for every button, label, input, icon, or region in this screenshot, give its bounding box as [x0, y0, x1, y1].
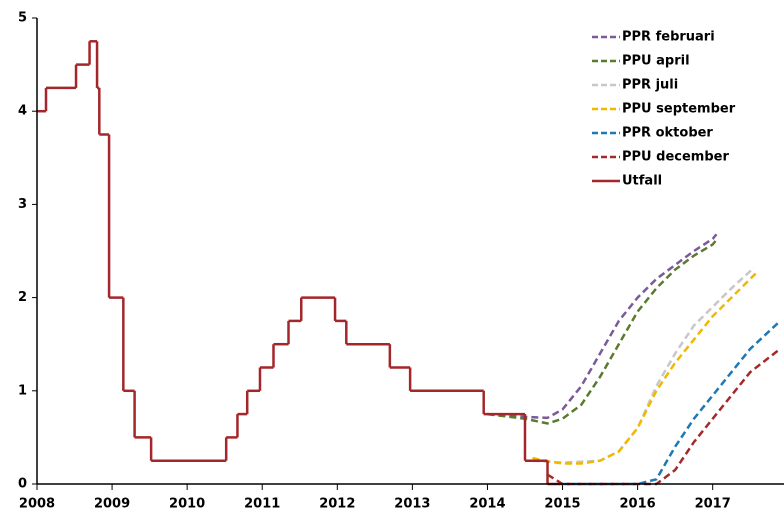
x-tick-label: 2012 — [319, 497, 355, 512]
y-tick-label: 1 — [18, 383, 27, 398]
y-tick-label: 2 — [18, 290, 27, 305]
y-tick-label: 4 — [18, 104, 27, 119]
legend-label: PPU september — [622, 102, 736, 117]
forecast-line — [532, 270, 759, 465]
x-tick-label: 2008 — [19, 497, 55, 512]
x-tick-label: 2009 — [94, 497, 130, 512]
legend-label: PPU april — [622, 54, 690, 69]
legend-label: PPR juli — [622, 78, 678, 93]
legend-label: PPR februari — [622, 30, 715, 45]
y-tick-label: 5 — [18, 11, 27, 26]
forecast-line — [532, 266, 755, 464]
forecast-line — [487, 239, 718, 425]
x-tick-label: 2011 — [244, 497, 280, 512]
x-tick-label: 2017 — [695, 497, 731, 512]
x-tick-label: 2010 — [169, 497, 205, 512]
forecast-line — [562, 319, 782, 486]
legend-label: Utfall — [622, 174, 662, 189]
x-tick-label: 2016 — [620, 497, 656, 512]
forecast-line — [487, 233, 718, 420]
legend-label: PPR oktober — [622, 126, 713, 141]
y-tick-label: 3 — [18, 197, 27, 212]
x-tick-label: 2015 — [544, 497, 580, 512]
y-tick-label: 0 — [18, 477, 27, 492]
x-tick-label: 2013 — [394, 497, 430, 512]
x-tick-label: 2014 — [469, 497, 505, 512]
legend-label: PPU december — [622, 150, 729, 165]
